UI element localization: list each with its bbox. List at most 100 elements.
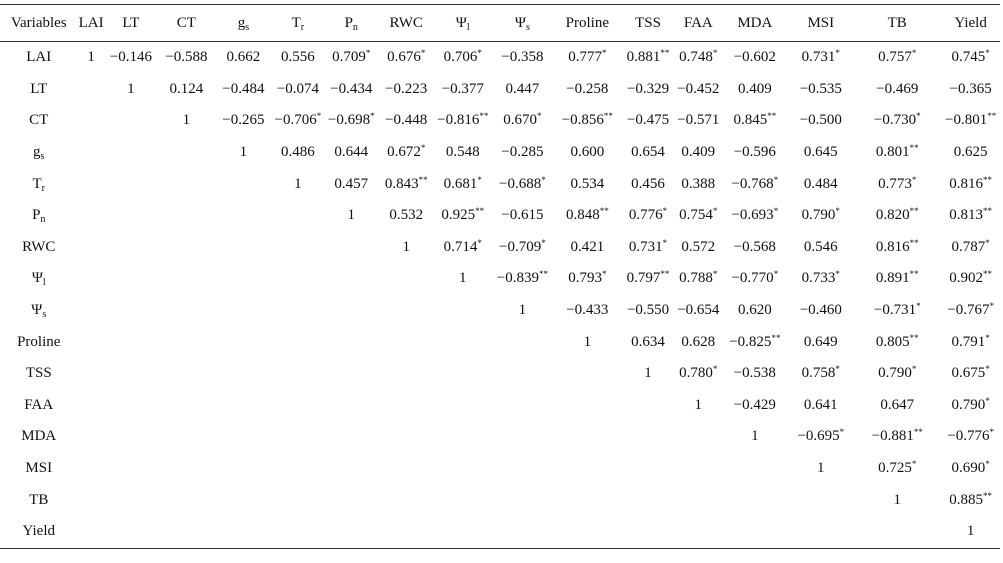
- table-cell: [77, 421, 104, 453]
- significance-marker: *: [712, 364, 718, 375]
- cell-value: 1: [182, 112, 191, 129]
- table-cell: −0.730*: [853, 105, 941, 137]
- table-cell: [378, 390, 435, 422]
- table-cell: 0.881**: [621, 42, 675, 74]
- table-cell: [491, 421, 554, 453]
- cell-value: 1: [127, 80, 135, 97]
- table-cell: −0.223: [378, 74, 435, 106]
- cell-value: 0.725: [878, 460, 912, 477]
- table-cell: [434, 453, 491, 485]
- table-cell: 0.773*: [853, 168, 941, 200]
- cell-value: −0.698: [327, 112, 371, 129]
- table-cell: [621, 390, 675, 422]
- cell-value: −0.460: [799, 302, 842, 319]
- table-cell: −0.709*: [491, 232, 554, 264]
- table-cell: −0.500: [788, 105, 853, 137]
- table-cell: [271, 453, 324, 485]
- table-cell: [77, 453, 104, 485]
- significance-marker: **: [660, 269, 670, 280]
- significance-marker: **: [539, 269, 549, 280]
- table-cell: −0.358: [491, 42, 554, 74]
- significance-marker: *: [989, 301, 994, 312]
- row-label-subscript: s: [40, 151, 45, 163]
- table-cell: −0.825**: [721, 326, 788, 358]
- table-cell: 0.733*: [788, 263, 853, 295]
- significance-marker: *: [989, 427, 994, 438]
- table-cell: [216, 390, 271, 422]
- table-cell: [554, 421, 621, 453]
- column-header-label: g: [237, 14, 246, 31]
- table-cell: [378, 421, 435, 453]
- cell-value: 0.409: [737, 80, 772, 97]
- cell-value: −0.329: [626, 80, 670, 97]
- significance-marker: *: [420, 143, 426, 154]
- table-cell: [105, 295, 157, 327]
- cell-value: −0.770: [731, 270, 774, 287]
- row-label-subscript: n: [40, 214, 46, 226]
- table-cell: [621, 453, 675, 485]
- cell-value: 1: [347, 207, 355, 224]
- table-cell: [77, 74, 104, 106]
- row-label-text: TSS: [25, 365, 52, 382]
- header-row: Variables LAI LT CT gs Tr Pn RWC Ψl Ψs Proline TSS…: [0, 4, 1000, 42]
- table-cell: −0.377: [434, 74, 491, 106]
- cell-value: 0.124: [169, 80, 204, 97]
- table-cell: −0.365: [941, 74, 1000, 106]
- cell-value: 0.758: [801, 365, 836, 382]
- significance-marker: **: [982, 206, 992, 217]
- cell-value: −0.588: [165, 49, 208, 66]
- table-cell: 0.793*: [554, 263, 621, 295]
- cell-value: −0.469: [876, 80, 919, 97]
- cell-value: 0.748: [679, 49, 713, 66]
- table-cell: 1: [157, 105, 216, 137]
- table-cell: [105, 200, 157, 232]
- cell-value: 0.706: [443, 49, 478, 66]
- significance-marker: **: [987, 111, 997, 122]
- significance-marker: *: [541, 237, 546, 248]
- cell-value: −0.568: [733, 238, 776, 255]
- table-cell: [77, 168, 104, 200]
- table-cell: −0.429: [721, 390, 788, 422]
- table-cell: [216, 263, 271, 295]
- cell-value: −0.146: [109, 49, 152, 66]
- cell-value: 0.790: [878, 365, 912, 382]
- cell-value: −0.615: [501, 207, 544, 224]
- cell-value: 0.731: [801, 49, 836, 66]
- table-cell: [325, 232, 378, 264]
- table-cell: 0.548: [434, 137, 491, 169]
- table-cell: −0.265: [216, 105, 271, 137]
- cell-value: 0.845: [733, 112, 768, 129]
- cell-value: −0.500: [799, 112, 842, 129]
- cell-value: −0.475: [626, 112, 670, 129]
- significance-marker: **: [909, 332, 919, 343]
- table-cell: [434, 295, 491, 327]
- cell-value: −0.285: [501, 144, 544, 161]
- significance-marker: *: [911, 48, 917, 59]
- cell-value: 0.843: [384, 175, 419, 192]
- table-cell: −0.460: [788, 295, 853, 327]
- column-header-p-n: Pn: [324, 4, 378, 42]
- table-cell: 1: [216, 137, 271, 169]
- row-label: Ψl: [0, 263, 77, 295]
- cell-value: 0.885: [949, 491, 983, 508]
- significance-marker: *: [911, 364, 917, 375]
- cell-value: 0.644: [334, 144, 369, 161]
- table-cell: [434, 421, 491, 453]
- column-header-label: Proline: [565, 14, 609, 31]
- cell-value: 0.556: [280, 49, 315, 66]
- row-label-text: RWC: [22, 238, 56, 255]
- table-cell: [434, 358, 491, 390]
- cell-value: 0.645: [803, 144, 838, 161]
- cell-value: −0.767: [947, 302, 990, 319]
- cell-value: −0.358: [501, 49, 544, 66]
- table-cell: 0.790*: [853, 358, 941, 390]
- cell-value: 0.777: [568, 49, 602, 66]
- cell-value: 0.548: [445, 144, 480, 161]
- column-header-subscript: s: [245, 21, 250, 33]
- row-label: FAA: [0, 390, 77, 422]
- table-cell: [377, 515, 435, 549]
- table-cell: −0.881**: [853, 421, 941, 453]
- significance-marker: **: [475, 206, 485, 217]
- corner-header: Variables: [0, 4, 78, 42]
- table-cell: [554, 453, 621, 485]
